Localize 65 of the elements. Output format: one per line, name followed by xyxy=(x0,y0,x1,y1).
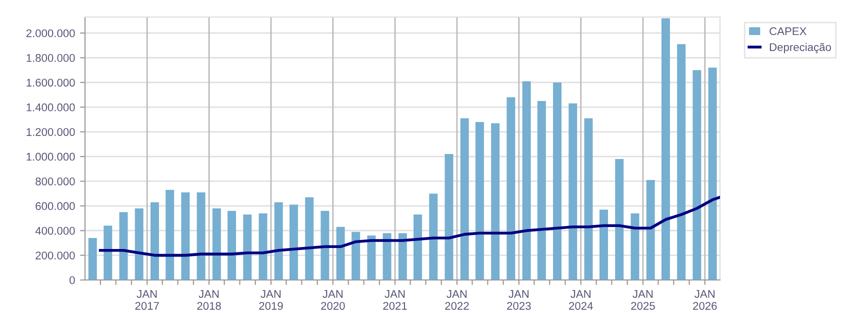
line-series xyxy=(98,196,720,257)
bar xyxy=(522,81,531,280)
bar xyxy=(166,190,174,280)
y-tick-label: 1.800.000 xyxy=(26,54,75,62)
bar xyxy=(352,232,360,280)
x-tick-label: JAN 2020 xyxy=(321,290,345,310)
bar xyxy=(150,202,159,280)
bar xyxy=(491,123,500,280)
bar xyxy=(104,226,112,280)
bar xyxy=(289,204,298,280)
y-tick-label: 2.000.000 xyxy=(26,29,75,38)
x-tick-label: JAN 2018 xyxy=(197,290,221,310)
bar xyxy=(336,226,345,280)
y-tick-label: 200.000 xyxy=(36,252,75,260)
bar xyxy=(274,202,283,280)
bar xyxy=(305,197,314,280)
legend-label: CAPEX xyxy=(770,27,806,36)
bar xyxy=(398,233,407,280)
bar xyxy=(537,100,546,280)
x-tick-label: JAN 2017 xyxy=(135,290,159,310)
bar xyxy=(506,97,516,280)
bar xyxy=(258,213,268,280)
bar xyxy=(228,210,236,280)
bar xyxy=(568,103,578,280)
y-tick-label: 1.200.000 xyxy=(26,128,75,136)
bar xyxy=(429,194,438,280)
bar xyxy=(320,210,330,280)
bar xyxy=(661,18,670,280)
bar xyxy=(600,210,608,280)
bar xyxy=(460,118,469,280)
x-tick-label: JAN 2026 xyxy=(693,290,717,310)
y-tick-label: 1.400.000 xyxy=(26,103,75,112)
bar xyxy=(553,82,562,280)
y-tick-label: 800.000 xyxy=(36,177,75,186)
bar xyxy=(677,44,686,280)
bar xyxy=(243,214,252,280)
bar xyxy=(475,122,484,280)
bar xyxy=(646,180,655,280)
y-tick-label: 600.000 xyxy=(36,202,75,210)
x-tick-label: JAN 2021 xyxy=(383,290,407,310)
bar xyxy=(584,118,593,280)
x-tick-label: JAN 2019 xyxy=(259,290,283,310)
x-tick-label: JAN 2025 xyxy=(631,290,655,310)
y-tick-label: 400.000 xyxy=(35,226,75,235)
bar xyxy=(212,208,221,280)
bar xyxy=(444,154,454,280)
bar xyxy=(196,192,206,280)
y-tick-label: 1.000.000 xyxy=(26,152,75,161)
bar xyxy=(615,158,624,280)
x-tick-label: JAN 2024 xyxy=(569,290,593,310)
bar xyxy=(134,208,144,280)
bar xyxy=(181,192,190,280)
y-tick-label: 1.600.000 xyxy=(26,78,75,87)
bar xyxy=(630,213,640,280)
x-tick-label: JAN 2023 xyxy=(507,290,531,310)
bar xyxy=(692,70,702,280)
bar xyxy=(708,68,717,280)
x-tick-label: JAN 2022 xyxy=(445,290,469,310)
bar xyxy=(414,214,422,280)
bar xyxy=(88,238,97,280)
y-tick-label: 0 xyxy=(70,276,75,284)
legend-label: Depreciação xyxy=(770,42,831,54)
bar xyxy=(119,212,128,280)
bar xyxy=(367,236,376,280)
bar xyxy=(382,233,392,280)
